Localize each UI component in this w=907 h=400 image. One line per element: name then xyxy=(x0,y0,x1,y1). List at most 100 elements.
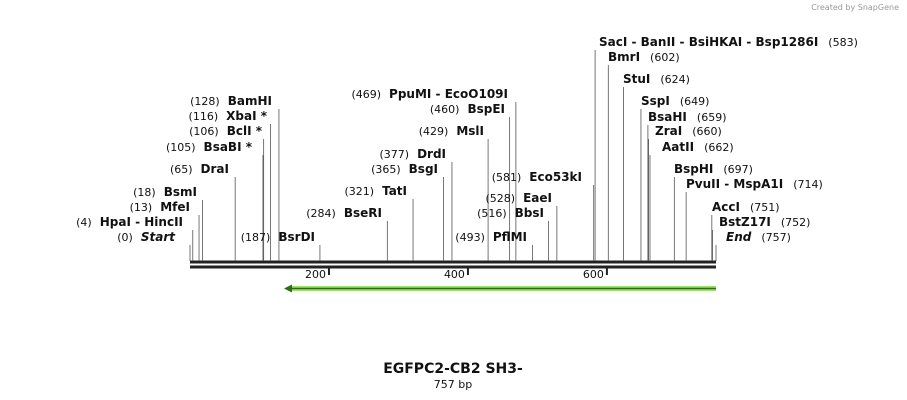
title: EGFPC2-CB2 SH3- xyxy=(383,361,523,377)
site-label: (321) TatI xyxy=(344,184,407,198)
enzyme-name: BsaBI * xyxy=(204,140,253,154)
site-label: (0) Start xyxy=(117,230,176,244)
enzyme-name: StuI xyxy=(623,72,650,86)
site-position: (4) xyxy=(76,216,92,229)
enzyme-name: BclI * xyxy=(227,124,263,138)
site-label: AatII (662) xyxy=(662,140,734,154)
enzyme-name: MfeI xyxy=(160,200,190,214)
site-label: End (757) xyxy=(726,230,791,244)
enzyme-name: BspEI xyxy=(467,102,505,116)
site-label: (65) DraI xyxy=(170,162,229,176)
enzyme-name: PpuMI - EcoO109I xyxy=(389,87,508,101)
site-label: (460) BspEI xyxy=(430,102,505,116)
enzyme-name: BamHI xyxy=(228,94,272,108)
site-label: (493) PflMI xyxy=(455,230,527,244)
enzyme-name: BmrI xyxy=(608,50,640,64)
enzyme-name: HpaI - HincII xyxy=(100,215,183,229)
site-label: SspI (649) xyxy=(641,94,709,108)
enzyme-name: BsmI xyxy=(164,185,197,199)
enzyme-name: BsgI xyxy=(409,162,438,176)
enzyme-name: DraI xyxy=(201,162,229,176)
enzyme-name: Eco53kI xyxy=(529,170,582,184)
site-position: (662) xyxy=(704,141,734,154)
site-label: BspHI (697) xyxy=(674,162,753,176)
site-position: (697) xyxy=(723,163,753,176)
site-label: (429) MslI xyxy=(419,124,484,138)
site-label: StuI (624) xyxy=(623,72,690,86)
site-position: (516) xyxy=(477,207,507,220)
site-position: (751) xyxy=(750,201,780,214)
credit: Created by SnapGene xyxy=(811,3,899,12)
site-label: SacI - BanII - BsiHKAI - Bsp1286I (583) xyxy=(599,35,858,49)
site-label: ZraI (660) xyxy=(655,124,722,138)
site-label: (469) PpuMI - EcoO109I xyxy=(351,87,508,101)
ruler-label: 400 xyxy=(444,268,465,281)
site-position: (649) xyxy=(680,95,710,108)
enzyme-name: DrdI xyxy=(417,147,446,161)
site-position: (321) xyxy=(344,185,374,198)
enzyme-name: XbaI * xyxy=(226,109,268,123)
site-position: (469) xyxy=(351,88,381,101)
enzyme-name: BspHI xyxy=(674,162,713,176)
site-position: (284) xyxy=(306,207,336,220)
enzyme-name: AccI xyxy=(712,200,740,214)
site-label: (528) EaeI xyxy=(486,191,553,205)
site-position: (624) xyxy=(660,73,690,86)
site-label: (187) BsrDI xyxy=(241,230,315,244)
site-position: (528) xyxy=(486,192,516,205)
enzyme-name: TatI xyxy=(382,184,407,198)
site-position: (429) xyxy=(419,125,449,138)
site-position: (757) xyxy=(761,231,791,244)
site-label: (18) BsmI xyxy=(133,185,197,199)
site-position: (752) xyxy=(781,216,811,229)
enzyme-name: Start xyxy=(141,230,176,244)
site-position: (602) xyxy=(650,51,680,64)
site-label: (13) MfeI xyxy=(130,200,190,214)
site-position: (105) xyxy=(166,141,196,154)
site-label: (106) BclI * xyxy=(189,124,263,138)
site-position: (13) xyxy=(130,201,153,214)
enzyme-name: BsrDI xyxy=(278,230,315,244)
site-label: BstZ17I (752) xyxy=(719,215,810,229)
site-label: BsaHI (659) xyxy=(648,110,727,124)
site-position: (0) xyxy=(117,231,133,244)
enzyme-name: BbsI xyxy=(515,206,544,220)
enzyme-name: PvuII - MspA1I xyxy=(686,177,783,191)
enzyme-name: SspI xyxy=(641,94,670,108)
site-position: (18) xyxy=(133,186,156,199)
site-label: (581) Eco53kI xyxy=(492,170,582,184)
enzyme-name: AatII xyxy=(662,140,694,154)
site-position: (365) xyxy=(371,163,401,176)
site-label: (284) BseRI xyxy=(306,206,382,220)
site-position: (659) xyxy=(697,111,727,124)
site-position: (128) xyxy=(190,95,220,108)
enzyme-name: SacI - BanII - BsiHKAI - Bsp1286I xyxy=(599,35,818,49)
feature-arrow xyxy=(284,284,292,293)
site-label: PvuII - MspA1I (714) xyxy=(686,177,823,191)
site-position: (714) xyxy=(793,178,823,191)
length: 757 bp xyxy=(434,378,472,391)
enzyme-name: BstZ17I xyxy=(719,215,771,229)
site-label: (365) BsgI xyxy=(371,162,438,176)
site-label: (116) XbaI * xyxy=(189,109,268,123)
site-position: (187) xyxy=(241,231,271,244)
enzyme-name: PflMI xyxy=(493,230,527,244)
ruler-label: 600 xyxy=(583,268,604,281)
site-position: (583) xyxy=(828,36,858,49)
enzyme-name: MslI xyxy=(456,124,484,138)
site-position: (116) xyxy=(189,110,219,123)
ruler-label: 200 xyxy=(305,268,326,281)
site-position: (65) xyxy=(170,163,193,176)
enzyme-name: EaeI xyxy=(523,191,552,205)
site-position: (660) xyxy=(692,125,722,138)
enzyme-name: BsaHI xyxy=(648,110,687,124)
site-label: (377) DrdI xyxy=(379,147,446,161)
site-position: (460) xyxy=(430,103,460,116)
enzyme-name: End xyxy=(726,230,752,244)
site-label: (4) HpaI - HincII xyxy=(76,215,183,229)
site-label: (516) BbsI xyxy=(477,206,544,220)
enzyme-name: BseRI xyxy=(344,206,382,220)
site-label: AccI (751) xyxy=(712,200,780,214)
site-label: BmrI (602) xyxy=(608,50,680,64)
